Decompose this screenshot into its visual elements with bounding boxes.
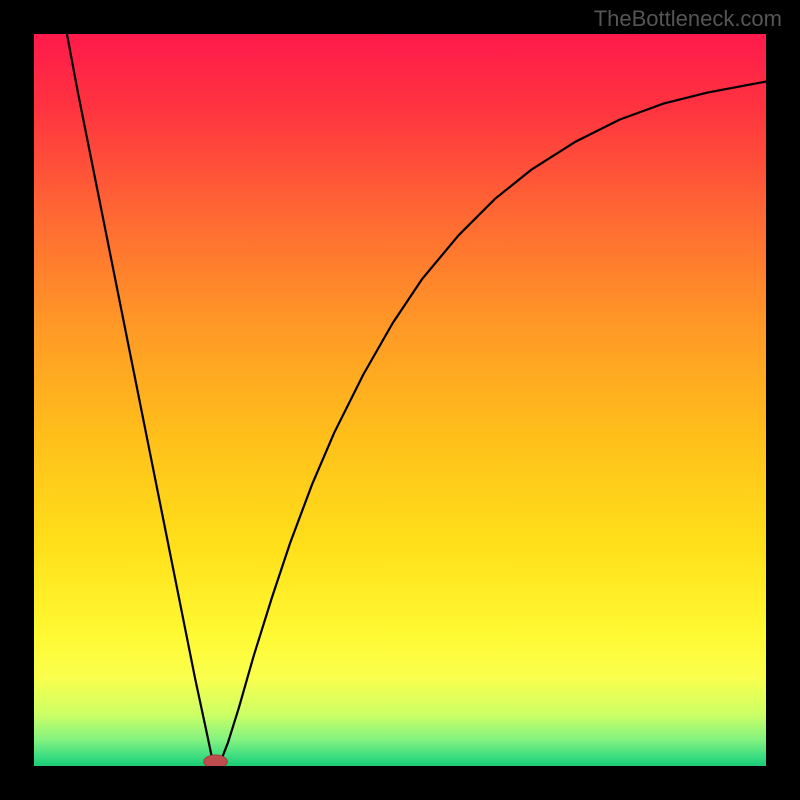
chart-frame: TheBottleneck.com xyxy=(0,0,800,800)
bottleneck-plot xyxy=(34,34,766,766)
minimum-marker xyxy=(204,755,227,766)
gradient-background xyxy=(34,34,766,766)
watermark-text: TheBottleneck.com xyxy=(594,6,782,32)
